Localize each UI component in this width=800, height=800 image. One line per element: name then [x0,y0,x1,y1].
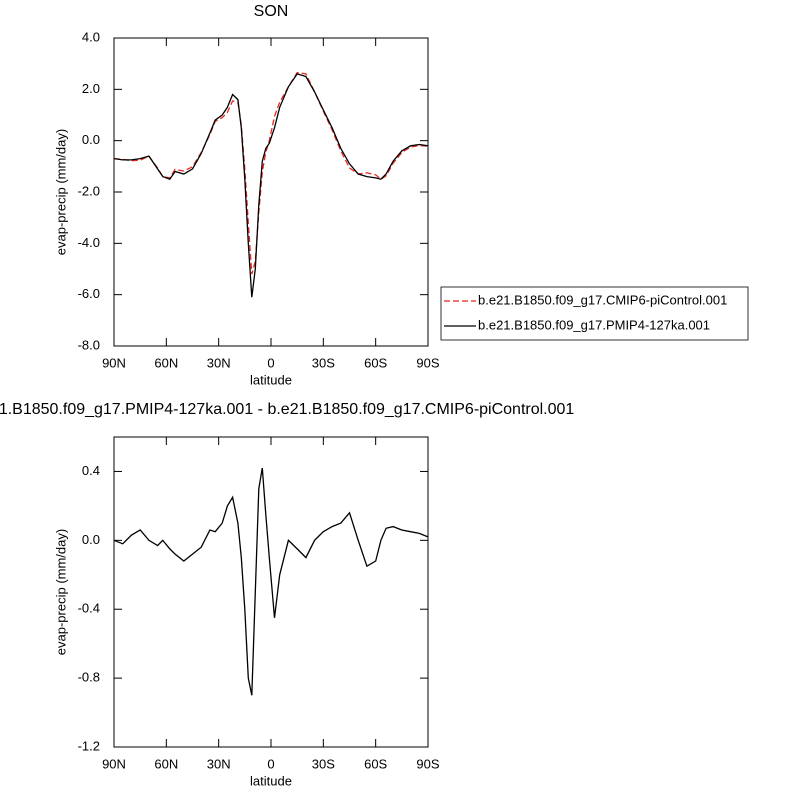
x-tick-label: 0 [267,756,274,771]
y-tick-label: -4.0 [78,235,100,250]
y-axis-label: evap-precip (mm/day) [53,129,68,255]
y-tick-label: -0.8 [78,670,100,685]
x-tick-label: 30S [312,756,335,771]
legend-label: b.e21.B1850.f09_g17.PMIP4-127ka.001 [478,317,710,332]
x-tick-label: 60N [154,756,178,771]
legend-label: b.e21.B1850.f09_g17.CMIP6-piControl.001 [478,292,727,307]
x-tick-label: 90N [102,355,126,370]
x-tick-label: 30N [207,756,231,771]
chart-title: SON [254,3,289,20]
x-tick-label: 90S [416,756,439,771]
x-axis-label: latitude [250,773,292,788]
y-tick-label: 4.0 [82,29,100,44]
x-tick-label: 60S [364,756,387,771]
legend-box [440,286,749,341]
plot-frame [113,436,429,748]
x-axis-label: latitude [250,372,292,387]
x-tick-label: 90N [102,756,126,771]
x-tick-label: 60S [364,355,387,370]
y-tick-label: -8.0 [78,337,100,352]
y-tick-label: -1.2 [78,738,100,753]
y-tick-label: -2.0 [78,183,100,198]
y-tick-label: 0.4 [82,463,100,478]
y-tick-label: 0.0 [82,532,100,547]
y-axis-label: evap-precip (mm/day) [53,529,68,655]
x-tick-label: 0 [267,355,274,370]
y-tick-label: -6.0 [78,286,100,301]
y-tick-label: 2.0 [82,81,100,96]
chart-title: b.e21.B1850.f09_g17.PMIP4-127ka.001 - b.… [0,401,574,418]
x-tick-label: 30N [207,355,231,370]
data-line [113,73,429,298]
x-tick-label: 60N [154,355,178,370]
x-tick-label: 90S [416,355,439,370]
data-line [113,467,429,696]
x-tick-label: 30S [312,355,335,370]
y-tick-label: -0.4 [78,601,100,616]
plot-frame [113,37,429,347]
y-tick-label: 0.0 [82,132,100,147]
